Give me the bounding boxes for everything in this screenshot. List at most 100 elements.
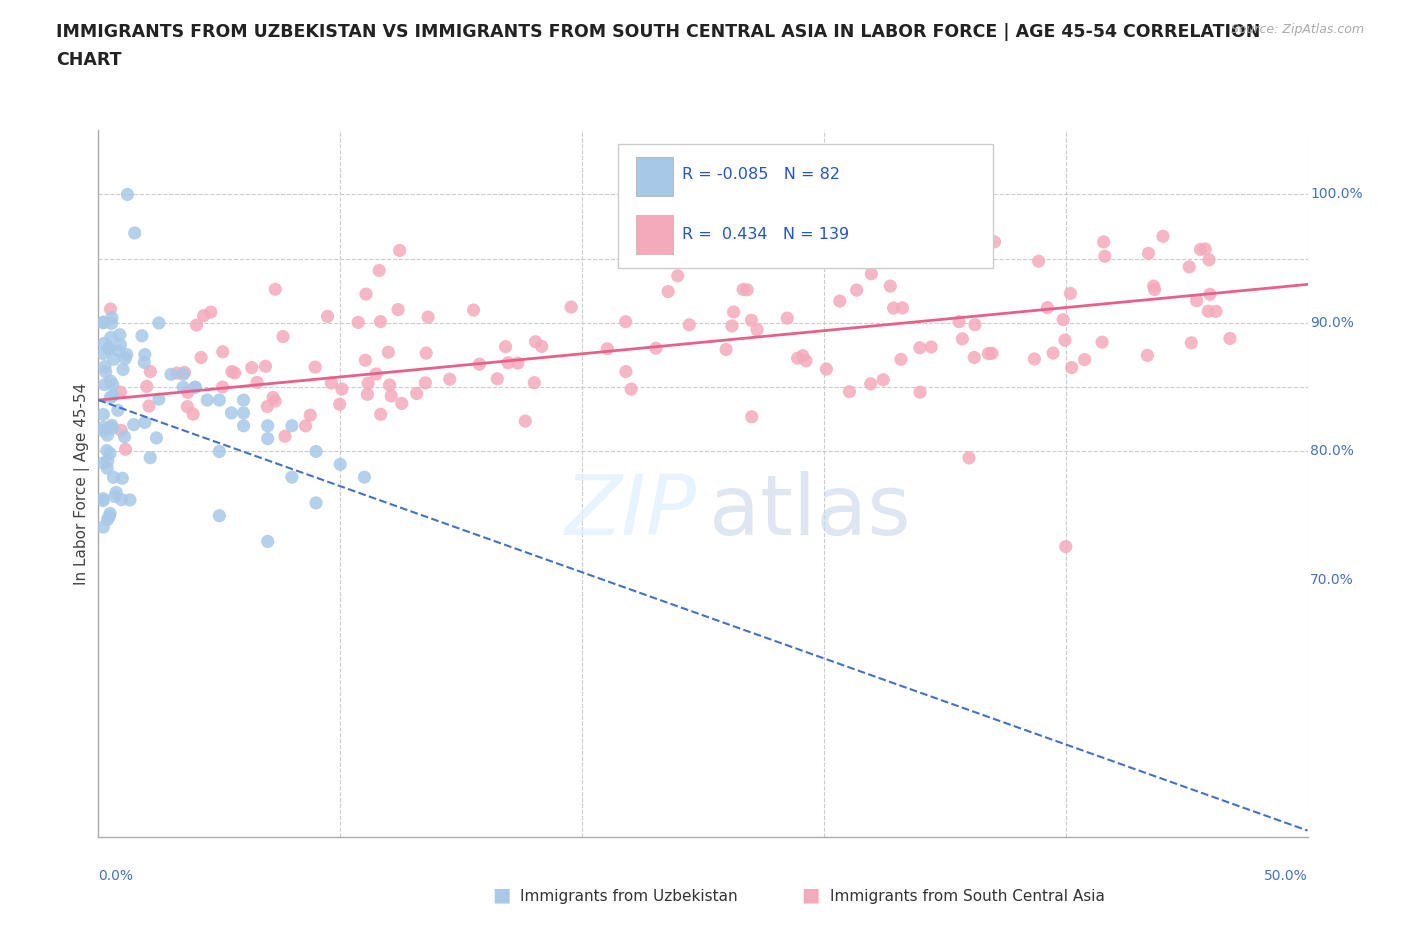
Point bbox=[879, 279, 901, 294]
Point bbox=[329, 457, 352, 472]
Point bbox=[828, 294, 851, 309]
Point bbox=[983, 234, 1005, 249]
Point bbox=[872, 372, 894, 387]
Point bbox=[304, 360, 326, 375]
Point bbox=[91, 315, 114, 330]
Point bbox=[596, 341, 619, 356]
Point bbox=[190, 350, 212, 365]
Point bbox=[111, 362, 134, 377]
Point bbox=[1143, 279, 1166, 294]
Point bbox=[139, 450, 162, 465]
Point bbox=[103, 470, 125, 485]
Point bbox=[678, 317, 700, 332]
Point bbox=[240, 360, 263, 375]
Point bbox=[200, 305, 222, 320]
Point bbox=[1091, 335, 1114, 350]
Point bbox=[1143, 282, 1166, 297]
Point bbox=[264, 393, 287, 408]
Point bbox=[1054, 539, 1077, 554]
Point bbox=[96, 512, 118, 527]
Point bbox=[134, 415, 156, 430]
Point bbox=[208, 392, 231, 407]
Point bbox=[97, 454, 120, 469]
Point bbox=[468, 357, 491, 372]
Text: 100.0%: 100.0% bbox=[1310, 188, 1362, 202]
Point bbox=[1199, 286, 1222, 301]
Point bbox=[948, 314, 970, 329]
Point bbox=[281, 418, 304, 433]
Text: R =  0.434   N = 139: R = 0.434 N = 139 bbox=[682, 227, 849, 242]
Point bbox=[105, 485, 128, 499]
Text: Immigrants from Uzbekistan: Immigrants from Uzbekistan bbox=[520, 889, 738, 904]
Point bbox=[93, 423, 115, 438]
Point bbox=[354, 352, 377, 367]
Point bbox=[1137, 246, 1160, 260]
Point bbox=[786, 351, 808, 365]
Point bbox=[883, 300, 905, 315]
Point bbox=[100, 374, 122, 389]
Point bbox=[907, 245, 929, 259]
Point bbox=[114, 430, 136, 445]
Point bbox=[110, 385, 132, 400]
Point bbox=[97, 341, 120, 356]
Text: Source: ZipAtlas.com: Source: ZipAtlas.com bbox=[1230, 23, 1364, 36]
Point bbox=[745, 323, 768, 338]
Point bbox=[114, 442, 136, 457]
Point bbox=[1178, 259, 1201, 274]
Point bbox=[963, 350, 986, 365]
Point bbox=[93, 336, 115, 351]
Text: R = -0.085   N = 82: R = -0.085 N = 82 bbox=[682, 167, 841, 182]
Point bbox=[357, 376, 380, 391]
Point bbox=[1024, 352, 1046, 366]
Point bbox=[859, 377, 882, 392]
Point bbox=[232, 418, 254, 433]
Point bbox=[981, 346, 1004, 361]
Point bbox=[721, 318, 744, 333]
Point bbox=[560, 299, 582, 314]
Point bbox=[195, 392, 218, 407]
Point bbox=[103, 352, 125, 366]
Point bbox=[91, 407, 114, 422]
Point bbox=[96, 460, 118, 475]
Point bbox=[1073, 352, 1095, 367]
Point bbox=[1194, 242, 1216, 257]
Point bbox=[101, 420, 124, 435]
Point bbox=[256, 432, 278, 446]
Point bbox=[838, 384, 860, 399]
Point bbox=[107, 403, 129, 418]
Text: CHART: CHART bbox=[56, 51, 122, 69]
Text: 70.0%: 70.0% bbox=[1310, 573, 1354, 587]
Point bbox=[614, 314, 637, 329]
Point bbox=[356, 387, 378, 402]
Text: ZIP: ZIP bbox=[565, 472, 697, 552]
Point bbox=[131, 328, 153, 343]
Bar bbox=[637, 157, 672, 196]
Y-axis label: In Labor Force | Age 45-54: In Labor Force | Age 45-54 bbox=[75, 382, 90, 585]
Point bbox=[111, 471, 134, 485]
Point bbox=[135, 379, 157, 393]
Point bbox=[98, 446, 121, 461]
Point bbox=[118, 493, 141, 508]
Point bbox=[364, 366, 387, 381]
Point bbox=[98, 420, 121, 435]
Point bbox=[208, 444, 231, 458]
Point bbox=[138, 399, 160, 414]
Point bbox=[94, 365, 117, 379]
Text: Immigrants from South Central Asia: Immigrants from South Central Asia bbox=[830, 889, 1105, 904]
Point bbox=[645, 340, 668, 355]
Point bbox=[963, 317, 986, 332]
Point bbox=[815, 362, 838, 377]
Point bbox=[1219, 331, 1241, 346]
Point bbox=[98, 390, 121, 405]
Point bbox=[211, 344, 233, 359]
Point bbox=[620, 381, 643, 396]
Point bbox=[299, 407, 322, 422]
Point bbox=[122, 418, 145, 432]
Point bbox=[94, 359, 117, 374]
Point bbox=[1042, 346, 1064, 361]
Point bbox=[108, 327, 131, 342]
Point bbox=[177, 385, 200, 400]
Point bbox=[1180, 336, 1202, 351]
Point bbox=[1205, 304, 1227, 319]
Point bbox=[166, 365, 188, 380]
